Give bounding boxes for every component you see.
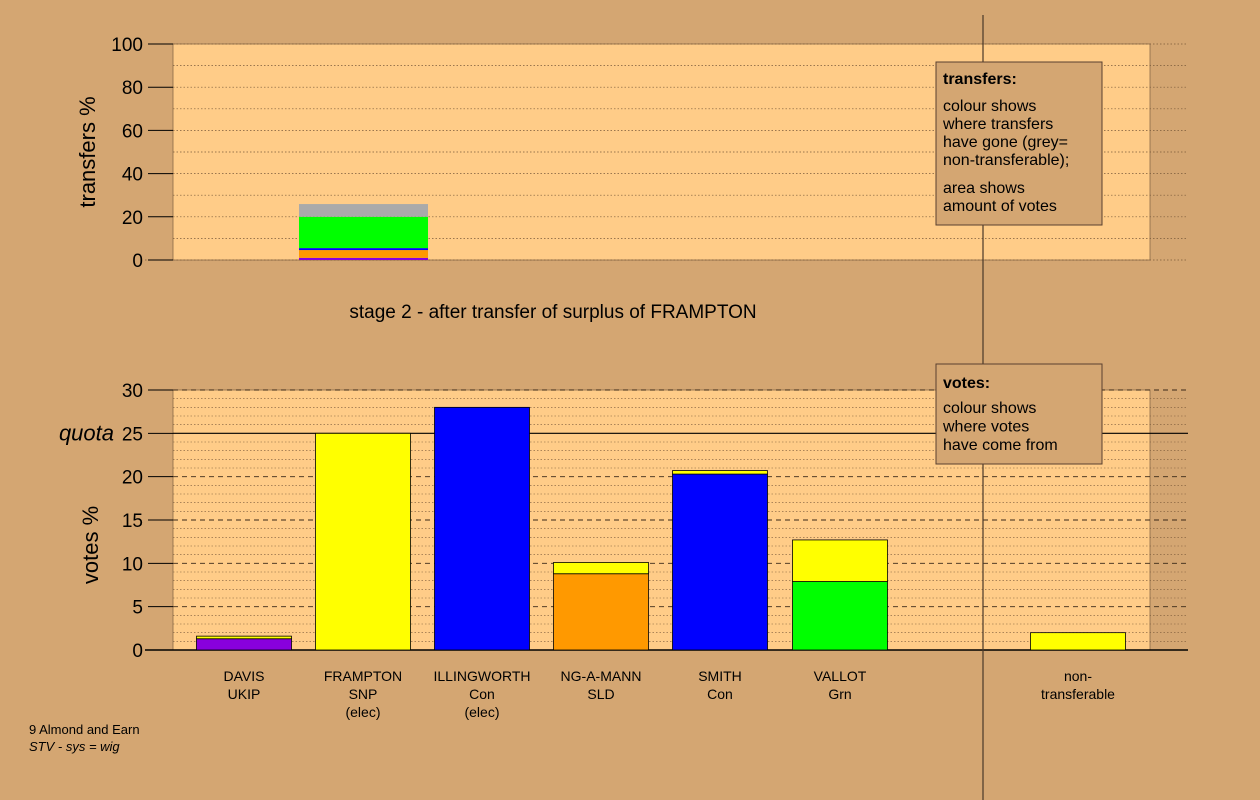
category-label: SMITH (698, 668, 742, 684)
votes-tick-label: 10 (122, 554, 143, 575)
vote-segment-snp (792, 539, 888, 582)
category-label: UKIP (228, 686, 261, 702)
category-label: (elec) (464, 704, 499, 720)
category-label: SNP (349, 686, 378, 702)
vote-segment-snp (1030, 632, 1126, 651)
category-label: DAVIS (224, 668, 265, 684)
vote-segment-ukip (196, 638, 292, 651)
transfer-segment-con (299, 248, 428, 251)
transfer-segment-nontransferable (299, 204, 428, 217)
footer-constituency: 9 Almond and Earn (29, 722, 140, 737)
vote-segment-con (434, 406, 530, 651)
category-label: transferable (1041, 686, 1115, 702)
stage-title: stage 2 - after transfer of surplus of F… (349, 302, 756, 323)
votes-legend-box (935, 363, 1103, 465)
category-label: VALLOT (814, 668, 867, 684)
vote-segment-sld (553, 573, 649, 651)
category-label: NG-A-MANN (561, 668, 642, 684)
transfers-legend-line: non-transferable); (943, 152, 1069, 169)
votes-tick-label: 30 (122, 381, 143, 402)
votes-tick-label: 20 (122, 468, 143, 489)
footer-system: STV - sys = wig (29, 739, 120, 754)
transfers-tick-label: 20 (122, 208, 143, 229)
vote-segment-snp (672, 470, 768, 475)
transfer-segment-sld (299, 250, 428, 258)
votes-tick-label: 25 (122, 424, 143, 445)
votes-legend-line: have come from (943, 437, 1058, 454)
votes-tick-label: 5 (132, 598, 143, 619)
votes-legend-title: votes: (943, 375, 990, 392)
vote-segment-grn (792, 581, 888, 651)
votes-tick-label: 0 (132, 641, 143, 662)
vote-segment-snp (315, 432, 411, 651)
votes-axis-label: votes % (78, 506, 103, 584)
transfers-tick-label: 60 (122, 121, 143, 142)
vote-segment-snp (553, 562, 649, 575)
quota-label: quota (59, 420, 114, 445)
category-label: SLD (587, 686, 614, 702)
transfers-legend-box (935, 61, 1103, 226)
transfer-segment-grn (299, 216, 428, 249)
votes-legend-line: where votes (942, 419, 1029, 436)
transfers-legend-line: colour shows (943, 98, 1036, 115)
transfers-tick-label: 40 (122, 165, 143, 186)
category-label: ILLINGWORTH (434, 668, 531, 684)
category-label: (elec) (345, 704, 380, 720)
transfers-tick-label: 0 (132, 251, 143, 272)
transfers-legend-line: area shows (943, 180, 1025, 197)
transfers-legend-line: amount of votes (943, 198, 1057, 215)
transfer-segment-ukip (299, 257, 428, 260)
transfers-legend-title: transfers: (943, 71, 1017, 88)
category-label: FRAMPTON (324, 668, 402, 684)
category-label: Grn (828, 686, 851, 702)
votes-legend-line: colour shows (943, 400, 1036, 417)
vote-segment-snp (196, 635, 292, 640)
category-label: non- (1064, 668, 1092, 684)
votes-tick-label: 15 (122, 511, 143, 532)
transfers-legend-line: have gone (grey= (943, 134, 1068, 151)
transfers-tick-label: 80 (122, 78, 143, 99)
transfers-axis-label: transfers % (75, 96, 100, 207)
category-label: Con (707, 686, 733, 702)
transfers-legend-line: where transfers (942, 116, 1053, 133)
transfers-tick-label: 100 (111, 35, 143, 56)
vote-segment-con (672, 473, 768, 651)
category-label: Con (469, 686, 495, 702)
